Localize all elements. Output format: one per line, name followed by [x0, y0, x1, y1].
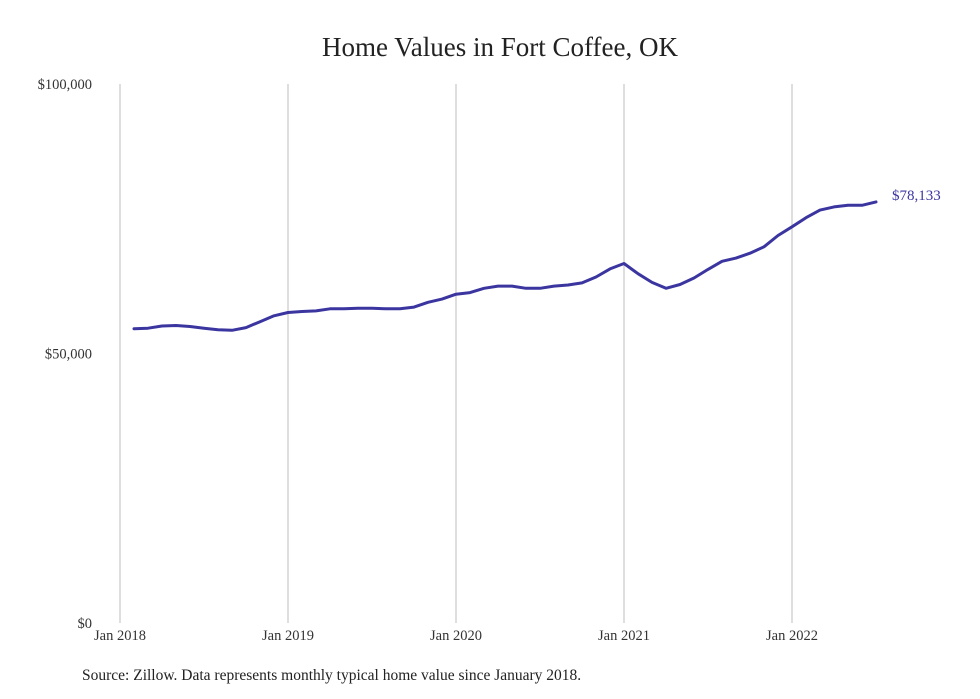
chart-title: Home Values in Fort Coffee, OK — [322, 32, 678, 62]
x-tick-label: Jan 2019 — [262, 628, 314, 644]
gridlines — [119, 84, 793, 623]
series-line — [132, 200, 878, 332]
x-tick-label: Jan 2022 — [766, 628, 818, 644]
source-note: Source: Zillow. Data represents monthly … — [82, 667, 582, 684]
x-tick-label: Jan 2018 — [94, 628, 146, 644]
y-tick-label: $0 — [78, 616, 93, 632]
y-tick-label: $100,000 — [38, 77, 92, 93]
end-value-label: $78,133 — [892, 188, 941, 204]
x-tick-label: Jan 2021 — [598, 628, 650, 644]
x-axis-tick-labels: Jan 2018 Jan 2019 Jan 2020 Jan 2021 Jan 2022 — [94, 628, 818, 644]
y-tick-label: $50,000 — [45, 347, 92, 363]
x-tick-label: Jan 2020 — [430, 628, 482, 644]
y-axis-tick-labels: $0 $50,000 $100,000 — [38, 77, 92, 632]
